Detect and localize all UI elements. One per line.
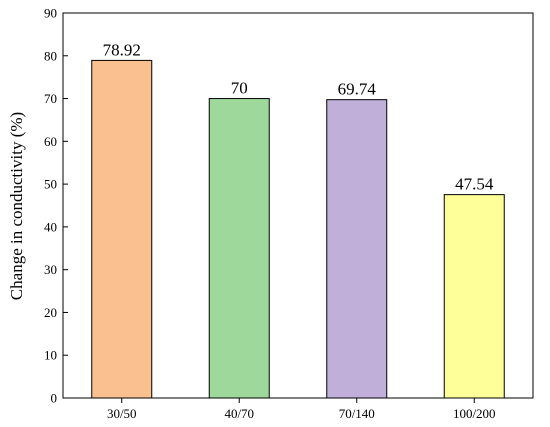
x-axis: 30/50 40/70 70/140 100/200 xyxy=(107,398,496,421)
y-tick-label: 80 xyxy=(44,48,57,63)
data-label: 78.92 xyxy=(103,40,141,59)
y-axis-title: Change in conductivity (%) xyxy=(7,112,26,300)
bar-30-50 xyxy=(91,59,153,399)
x-tick-label: 30/50 xyxy=(107,406,137,421)
y-tick-label: 20 xyxy=(44,305,57,320)
bars xyxy=(91,59,505,399)
x-tick-label: 100/200 xyxy=(453,406,496,421)
y-tick-label: 90 xyxy=(44,6,57,21)
data-label: 70 xyxy=(231,79,248,98)
y-tick-label: 60 xyxy=(44,134,57,149)
x-tick-label: 70/140 xyxy=(339,406,375,421)
y-axis: 0 10 20 30 40 50 60 70 80 90 xyxy=(44,6,68,406)
plot-area xyxy=(62,12,534,399)
x-tick-label: 40/70 xyxy=(224,406,254,421)
y-tick-label: 40 xyxy=(44,219,57,234)
bar-100-200 xyxy=(443,194,505,399)
data-label: 47.54 xyxy=(455,175,494,194)
bar-70-140 xyxy=(326,99,388,399)
y-tick-label: 30 xyxy=(44,262,57,277)
data-labels: 78.92 70 69.74 47.54 xyxy=(103,40,494,193)
y-tick-label: 70 xyxy=(44,91,57,106)
data-label: 69.74 xyxy=(338,80,377,99)
bar-40-70 xyxy=(208,98,270,399)
y-tick-label: 10 xyxy=(44,348,57,363)
y-tick-label: 50 xyxy=(44,177,57,192)
y-tick-label: 0 xyxy=(51,391,58,406)
